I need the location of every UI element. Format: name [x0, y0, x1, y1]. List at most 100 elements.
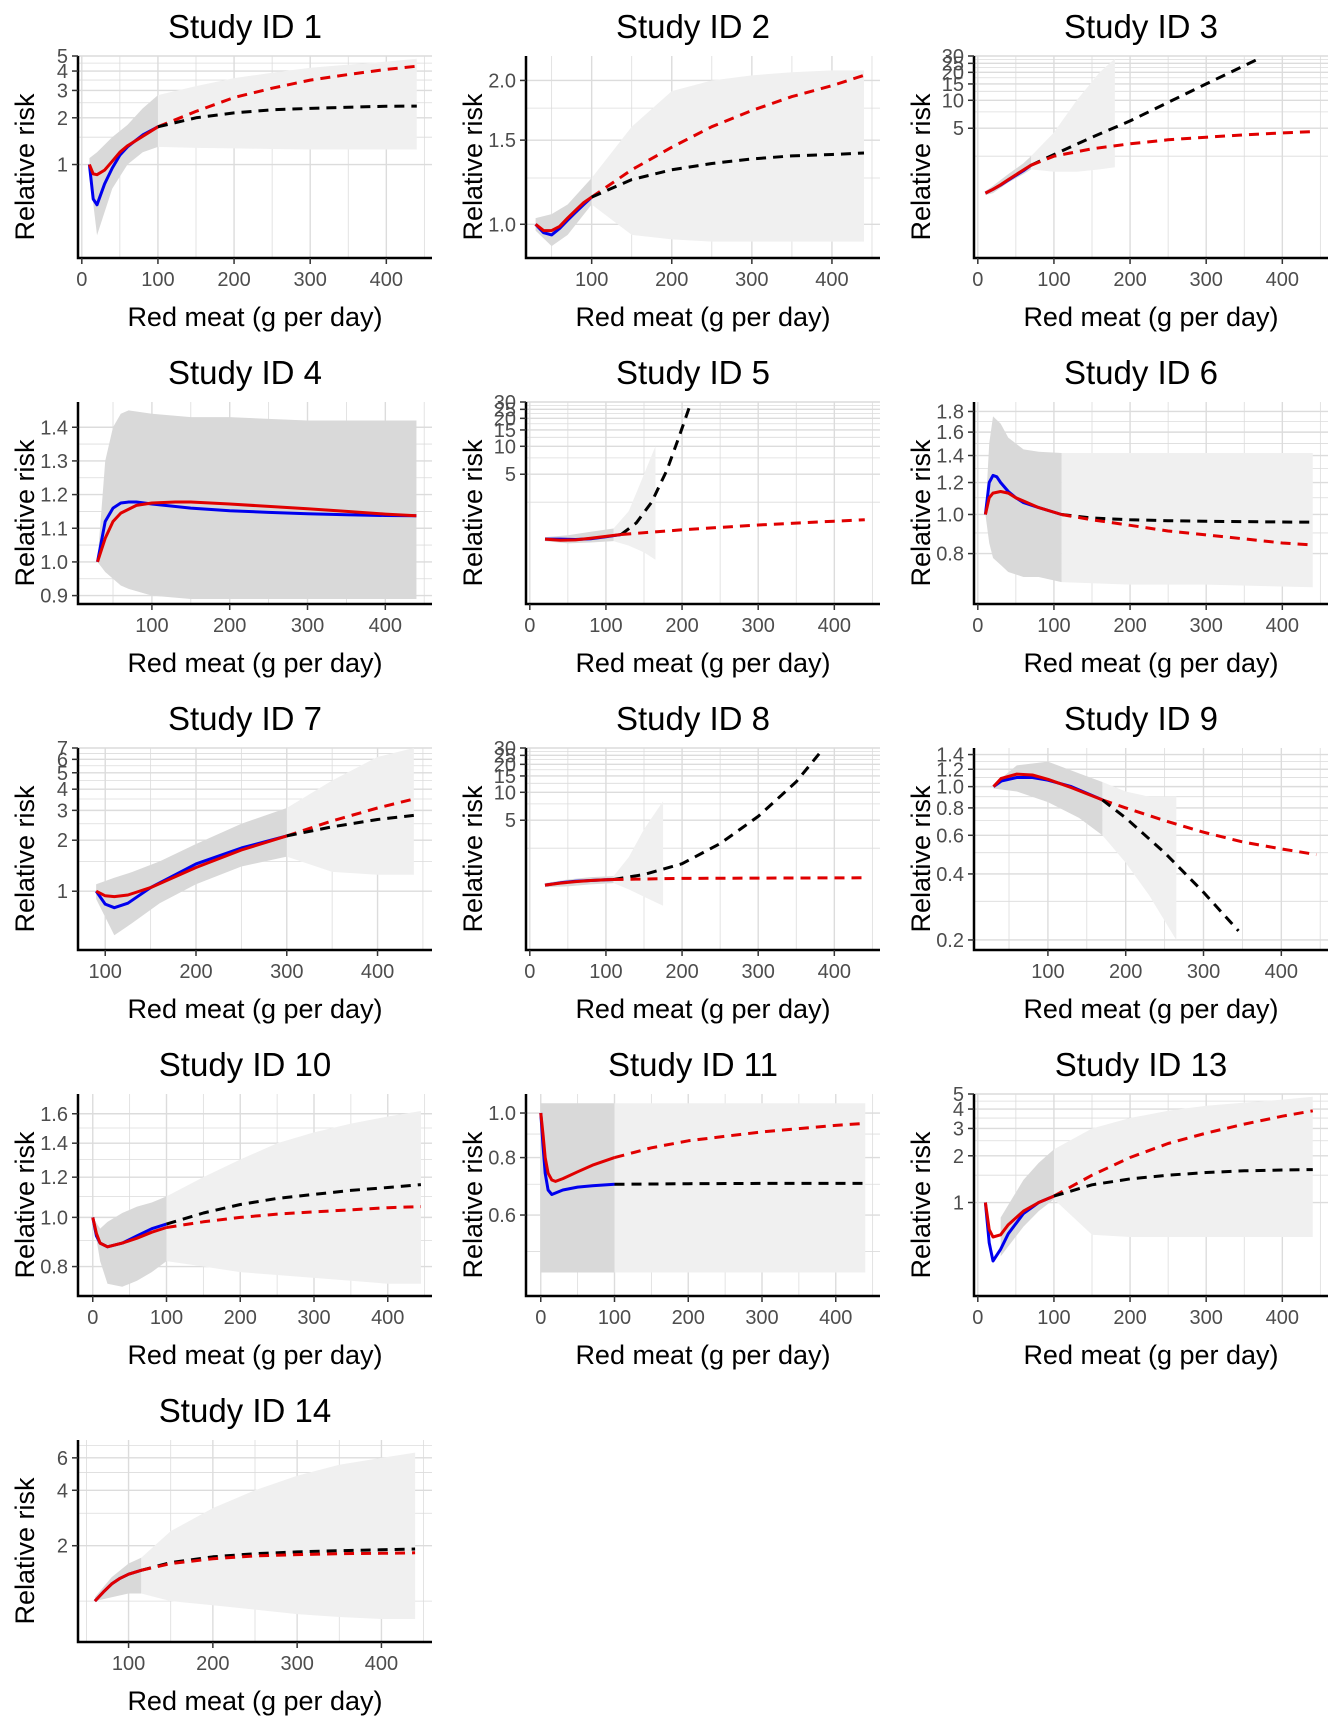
x-tick-label: 100: [1037, 269, 1070, 291]
x-tick-label: 100: [589, 961, 622, 983]
chart-panel: 0 100 200 300 400 0.8 1.0 1.2 1.4 1.6 Study ID 10 R…: [0, 1038, 448, 1384]
confidence-band-extrapolated: [1053, 1096, 1313, 1237]
x-tick-label: 300: [294, 269, 327, 291]
y-tick-label: 1.3: [40, 451, 68, 473]
chart-title: Study ID 11: [608, 1046, 778, 1083]
y-tick-label: 6: [57, 1448, 68, 1470]
chart-title: Study ID 8: [616, 700, 770, 737]
confidence-band-observed: [89, 95, 158, 236]
confidence-band-extrapolated: [614, 1103, 866, 1273]
x-tick-label: 100: [1037, 615, 1070, 637]
y-axis-label: Relative risk: [906, 439, 936, 587]
chart-title: Study ID 9: [1064, 700, 1218, 737]
x-axis-label: Red meat (g per day): [127, 648, 382, 678]
x-tick-label: 200: [672, 1307, 705, 1329]
y-tick-label: 0.8: [936, 798, 964, 820]
series-line-red-solid: [91, 1217, 167, 1249]
y-tick-label: 30: [494, 738, 516, 760]
y-axis-label: Relative risk: [906, 785, 936, 933]
y-tick-label: 5: [953, 1084, 964, 1106]
chart-title: Study ID 4: [168, 354, 322, 391]
x-tick-label: 300: [1187, 961, 1220, 983]
y-tick-label: 6: [57, 749, 68, 771]
x-axis-label: Red meat (g per day): [127, 1686, 382, 1716]
x-tick-label: 100: [141, 269, 174, 291]
y-tick-label: 1.4: [936, 745, 964, 767]
x-tick-label: 100: [575, 269, 608, 291]
confidence-band-extrapolated: [1102, 781, 1177, 940]
chart-svg: 100 200 300 400 0.9 1.0 1.1 1.2 1.3 1.4 Study ID 4…: [10, 354, 432, 678]
y-tick-label: 15: [494, 420, 516, 442]
series-line-red-solid: [534, 195, 593, 233]
chart-title: Study ID 3: [1064, 8, 1218, 45]
x-axis-label: Red meat (g per day): [1023, 648, 1278, 678]
y-axis-label: Relative risk: [458, 785, 488, 933]
chart-panel: 0 100 200 300 400 1 2 3 4 5 Study ID 1 Red meat (g …: [0, 0, 448, 346]
y-tick-label: 4: [57, 61, 68, 83]
x-tick-label: 100: [589, 615, 622, 637]
x-tick-label: 300: [280, 1653, 313, 1675]
series-line-black-dashed: [614, 1181, 866, 1186]
y-axis-label: Relative risk: [906, 93, 936, 241]
series-line-red-solid: [539, 1112, 615, 1183]
y-tick-label: 0.8: [936, 544, 964, 566]
y-tick-label: 2.0: [488, 70, 516, 92]
x-tick-label: 400: [1265, 961, 1298, 983]
series-line-black-dashed: [157, 104, 417, 129]
x-tick-label: 200: [665, 615, 698, 637]
y-tick-label: 4: [57, 1480, 68, 1502]
y-tick-label: 20: [494, 408, 516, 430]
y-tick-label: 0.8: [488, 1148, 516, 1170]
x-tick-label: 200: [1113, 615, 1146, 637]
series-line-black-dashed: [1061, 513, 1313, 524]
x-axis-label: Red meat (g per day): [127, 994, 382, 1024]
y-tick-label: 20: [494, 754, 516, 776]
confidence-band-observed: [535, 177, 592, 247]
series-line-black-dashed: [286, 813, 414, 838]
series-line-black-dashed: [613, 752, 821, 881]
y-tick-label: 25: [494, 399, 516, 421]
chart-title: Study ID 10: [159, 1046, 331, 1083]
x-tick-label: 200: [224, 1307, 257, 1329]
axis-lines: [972, 1094, 1328, 1298]
x-tick-label: 100: [135, 615, 168, 637]
series-line-black-dashed: [1053, 1168, 1313, 1198]
chart-title: Study ID 13: [1055, 1046, 1227, 1083]
x-tick-label: 400: [371, 1307, 404, 1329]
x-tick-label: 200: [655, 269, 688, 291]
grid-lines: [974, 55, 1328, 258]
x-tick-label: 300: [297, 1307, 330, 1329]
chart-panel: 0 100 200 300 400 5 10 15 20 25 30 Study ID 8 Red me…: [448, 692, 896, 1038]
x-axis-label: Red meat (g per day): [127, 1340, 382, 1370]
y-tick-label: 1.2: [40, 485, 68, 507]
y-tick-label: 30: [494, 392, 516, 414]
x-tick-label: 200: [1113, 269, 1146, 291]
y-tick-label: 1.0: [488, 214, 516, 236]
series-line-red-solid: [984, 163, 1032, 195]
axis-lines: [524, 402, 880, 606]
chart-title: Study ID 5: [616, 354, 770, 391]
confidence-band-extrapolated: [613, 801, 664, 906]
y-tick-label: 1.8: [936, 401, 964, 423]
y-axis-label: Relative risk: [458, 93, 488, 241]
x-tick-label: 0: [972, 1307, 983, 1329]
y-tick-label: 2: [57, 1536, 68, 1558]
x-tick-label: 400: [819, 1307, 852, 1329]
series-line-red-dashed: [1061, 513, 1313, 547]
y-tick-label: 0.9: [40, 586, 68, 608]
series-line-red-solid: [983, 1194, 1055, 1239]
confidence-band-extrapolated: [166, 1111, 421, 1284]
x-axis-label: Red meat (g per day): [1023, 302, 1278, 332]
x-tick-label: 400: [818, 615, 851, 637]
confidence-band-extrapolated: [613, 446, 656, 560]
grid-lines: [526, 401, 880, 604]
series-line-red-solid: [96, 500, 417, 563]
x-tick-label: 400: [369, 615, 402, 637]
x-tick-label: 0: [972, 269, 983, 291]
series-line-black-dashed: [1101, 798, 1240, 932]
axis-lines: [76, 748, 432, 952]
y-axis-label: Relative risk: [906, 1131, 936, 1279]
